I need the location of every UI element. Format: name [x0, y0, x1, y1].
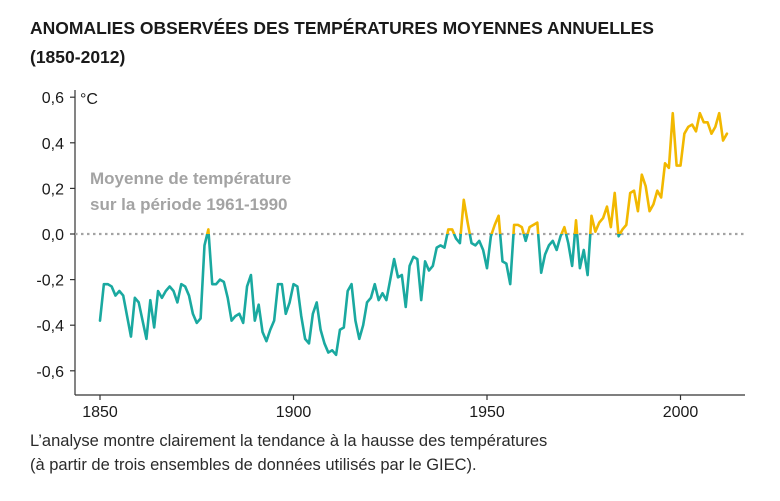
caption-line2: (à partir de trois ensembles de données … [30, 456, 477, 474]
chart-caption: L’analyse montre clairement la tendance … [30, 429, 760, 477]
y-tick-label: -0,2 [36, 273, 64, 290]
y-tick-label: 0,6 [42, 90, 64, 107]
y-unit-label: °C [80, 91, 98, 108]
caption-line1: L’analyse montre clairement la tendance … [30, 432, 548, 450]
chart-title-line2: (1850-2012) [30, 47, 126, 67]
y-tick-label: 0,4 [42, 136, 64, 153]
series-line-below-average [98, 234, 622, 357]
annotation-line2: sur la période 1961-1990 [90, 195, 288, 214]
y-tick-label: 0,0 [42, 227, 64, 244]
annotation-line1: Moyenne de température [90, 169, 291, 188]
x-tick-label: 1850 [82, 404, 118, 421]
x-tick-label: 1950 [469, 404, 505, 421]
y-tick-label: 0,2 [42, 181, 64, 198]
chart-title-line1: ANOMALIES OBSERVÉES DES TEMPÉRATURES MOY… [30, 18, 654, 38]
x-tick-label: 2000 [663, 404, 699, 421]
y-tick-label: -0,4 [36, 318, 64, 335]
series-line-above-average [205, 111, 729, 234]
x-tick-label: 1900 [276, 404, 312, 421]
chart-title: ANOMALIES OBSERVÉES DES TEMPÉRATURES MOY… [30, 14, 750, 72]
y-tick-label: -0,6 [36, 364, 64, 381]
